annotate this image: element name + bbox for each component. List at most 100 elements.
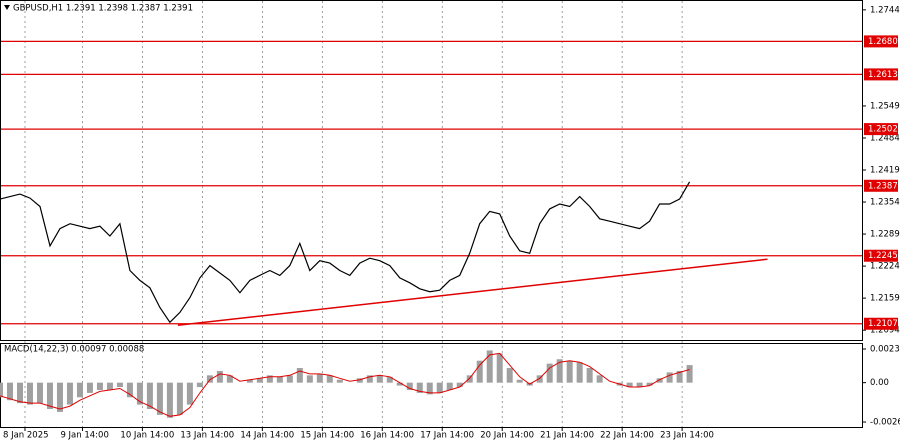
macd-bar bbox=[186, 382, 193, 405]
level-label-box bbox=[864, 249, 898, 262]
macd-bar bbox=[156, 382, 163, 415]
macd-bar bbox=[386, 376, 393, 383]
macd-bar bbox=[56, 382, 63, 412]
y-tick-label: 1.2354 bbox=[870, 198, 900, 208]
x-tick-label: 13 Jan 14:00 bbox=[180, 431, 234, 441]
y-tick-label: 1.2744 bbox=[870, 5, 900, 15]
y-tick-label: 1.2484 bbox=[870, 133, 900, 143]
macd-bar bbox=[96, 382, 103, 390]
macd-bar bbox=[446, 382, 453, 390]
macd-bar bbox=[426, 382, 433, 395]
price-line bbox=[0, 181, 691, 324]
x-tick-label: 15 Jan 14:00 bbox=[300, 431, 354, 441]
macd-bar bbox=[316, 373, 323, 383]
macd-bar bbox=[536, 375, 543, 383]
macd-bar bbox=[626, 382, 633, 388]
macd-bar bbox=[46, 382, 53, 409]
y-tick-label: 1.2419 bbox=[870, 166, 900, 176]
level-label-box bbox=[864, 317, 898, 330]
macd-bar bbox=[456, 382, 463, 388]
x-tick-label: 9 Jan 14:00 bbox=[60, 431, 108, 441]
macd-bar bbox=[6, 382, 13, 401]
macd-bar bbox=[306, 375, 313, 383]
macd-bar bbox=[376, 375, 383, 383]
x-tick-label: 14 Jan 14:00 bbox=[240, 431, 294, 441]
signal-line bbox=[0, 352, 690, 417]
level-label: 1.2502 bbox=[868, 125, 898, 135]
x-tick-label: 16 Jan 14:00 bbox=[360, 431, 414, 441]
y-tick-label: 1.2159 bbox=[870, 294, 900, 304]
macd-bar bbox=[686, 365, 693, 383]
macd-bar bbox=[546, 363, 553, 383]
y-tick-label: 1.2224 bbox=[870, 262, 900, 272]
macd-bar bbox=[36, 382, 43, 404]
macd-bar bbox=[26, 382, 33, 405]
level-label-box bbox=[864, 35, 898, 48]
macd-bar bbox=[256, 378, 263, 383]
macd-bar bbox=[666, 372, 673, 383]
macd-bar bbox=[246, 379, 253, 383]
macd-bar bbox=[0, 382, 3, 398]
level-label: 1.2245 bbox=[868, 251, 898, 261]
y-tick-label: 1.2094 bbox=[870, 326, 900, 336]
macd-bar bbox=[366, 375, 373, 383]
macd-bar bbox=[496, 353, 503, 383]
chart-title: GBPUSD,H1 1.2391 1.2398 1.2387 1.2391 bbox=[13, 4, 193, 14]
trendline bbox=[177, 258, 768, 326]
y-tick-label: -0.00269 bbox=[870, 418, 900, 428]
macd-bar bbox=[206, 375, 213, 383]
macd-bar bbox=[586, 368, 593, 383]
macd-bar bbox=[416, 382, 423, 393]
x-tick-label: 22 Jan 14:00 bbox=[600, 431, 654, 441]
macd-bar bbox=[406, 382, 413, 390]
macd-bar bbox=[596, 375, 603, 383]
macd-bar bbox=[86, 382, 93, 393]
macd-bar bbox=[116, 382, 123, 388]
level-label: 1.2387 bbox=[868, 181, 898, 191]
macd-bar bbox=[506, 368, 513, 383]
x-tick-label: 17 Jan 14:00 bbox=[420, 431, 474, 441]
macd-bar bbox=[356, 378, 363, 383]
level-label: 1.2680 bbox=[868, 37, 898, 47]
macd-bar bbox=[466, 375, 473, 383]
macd-bar bbox=[476, 360, 483, 383]
macd-bar bbox=[176, 382, 183, 415]
macd-bar bbox=[136, 382, 143, 405]
x-tick-label: 21 Jan 14:00 bbox=[540, 431, 594, 441]
macd-bar bbox=[166, 382, 173, 418]
level-label: 1.2107 bbox=[868, 319, 898, 329]
level-label-box bbox=[864, 179, 898, 192]
macd-bar bbox=[336, 379, 343, 383]
macd-bar bbox=[396, 382, 403, 386]
macd-bar bbox=[276, 376, 283, 383]
y-tick-label: 0.00 bbox=[870, 378, 889, 388]
macd-bar bbox=[556, 359, 563, 383]
macd-bar bbox=[226, 375, 233, 383]
macd-bar bbox=[566, 360, 573, 383]
x-tick-label: 20 Jan 14:00 bbox=[480, 431, 534, 441]
y-tick-label: 0.0023 bbox=[870, 345, 900, 355]
macd-bar bbox=[196, 382, 203, 388]
macd-bar bbox=[436, 382, 443, 393]
macd-title: MACD(14,22,3) 0.00097 0.00088 bbox=[4, 345, 144, 355]
macd-bar bbox=[76, 382, 83, 398]
y-tick-label: 1.2289 bbox=[870, 230, 900, 240]
macd-bar bbox=[66, 382, 73, 405]
x-tick-label: 8 Jan 2025 bbox=[3, 431, 49, 441]
macd-bar bbox=[266, 375, 273, 383]
level-label: 1.2613 bbox=[868, 70, 898, 80]
macd-bar bbox=[676, 370, 683, 383]
macd-bar bbox=[636, 382, 643, 388]
macd-bar bbox=[286, 375, 293, 383]
macd-bar bbox=[326, 375, 333, 383]
macd-bar bbox=[146, 382, 153, 409]
macd-bar bbox=[216, 370, 223, 383]
price-panel bbox=[0, 0, 863, 341]
macd-bar bbox=[516, 379, 523, 383]
macd-bar bbox=[576, 362, 583, 383]
level-label-box bbox=[864, 68, 898, 81]
macd-bar bbox=[486, 350, 493, 383]
macd-bar bbox=[646, 382, 653, 386]
macd-bar bbox=[16, 382, 23, 404]
